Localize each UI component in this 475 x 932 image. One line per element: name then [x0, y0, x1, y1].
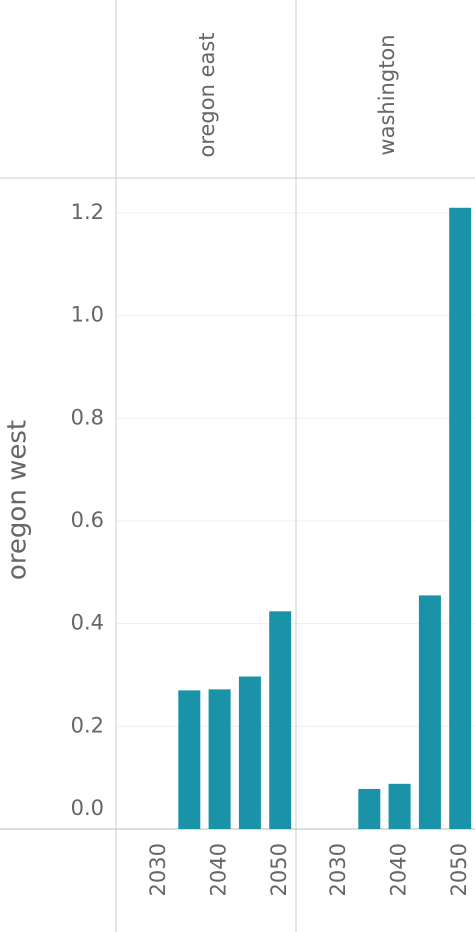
bar [358, 788, 381, 829]
y-tick-label: 0.0 [71, 796, 104, 820]
x-tick-label: 2030 [326, 843, 350, 896]
x-tick-label: 2050 [447, 843, 471, 896]
y-tick-label: 0.8 [71, 405, 104, 429]
y-tick-label: 1.0 [71, 303, 104, 327]
bar [418, 595, 441, 829]
y-tick-label: 0.6 [71, 508, 104, 532]
panel-header: washington [375, 34, 399, 155]
bar [178, 690, 201, 829]
y-tick-label: 1.2 [71, 200, 104, 224]
bar [388, 783, 411, 829]
x-tick-label: 2050 [267, 843, 291, 896]
panel-header: oregon east [195, 32, 219, 157]
bar [449, 207, 472, 830]
bar [208, 689, 231, 829]
bar [269, 611, 292, 829]
row-label: oregon west [3, 420, 33, 580]
bar [238, 676, 261, 829]
x-tick-label: 2030 [146, 843, 170, 896]
x-tick-label: 2040 [387, 843, 411, 896]
y-tick-label: 0.4 [71, 611, 104, 635]
x-tick-label: 2040 [207, 843, 231, 896]
y-tick-label: 0.2 [71, 713, 104, 737]
